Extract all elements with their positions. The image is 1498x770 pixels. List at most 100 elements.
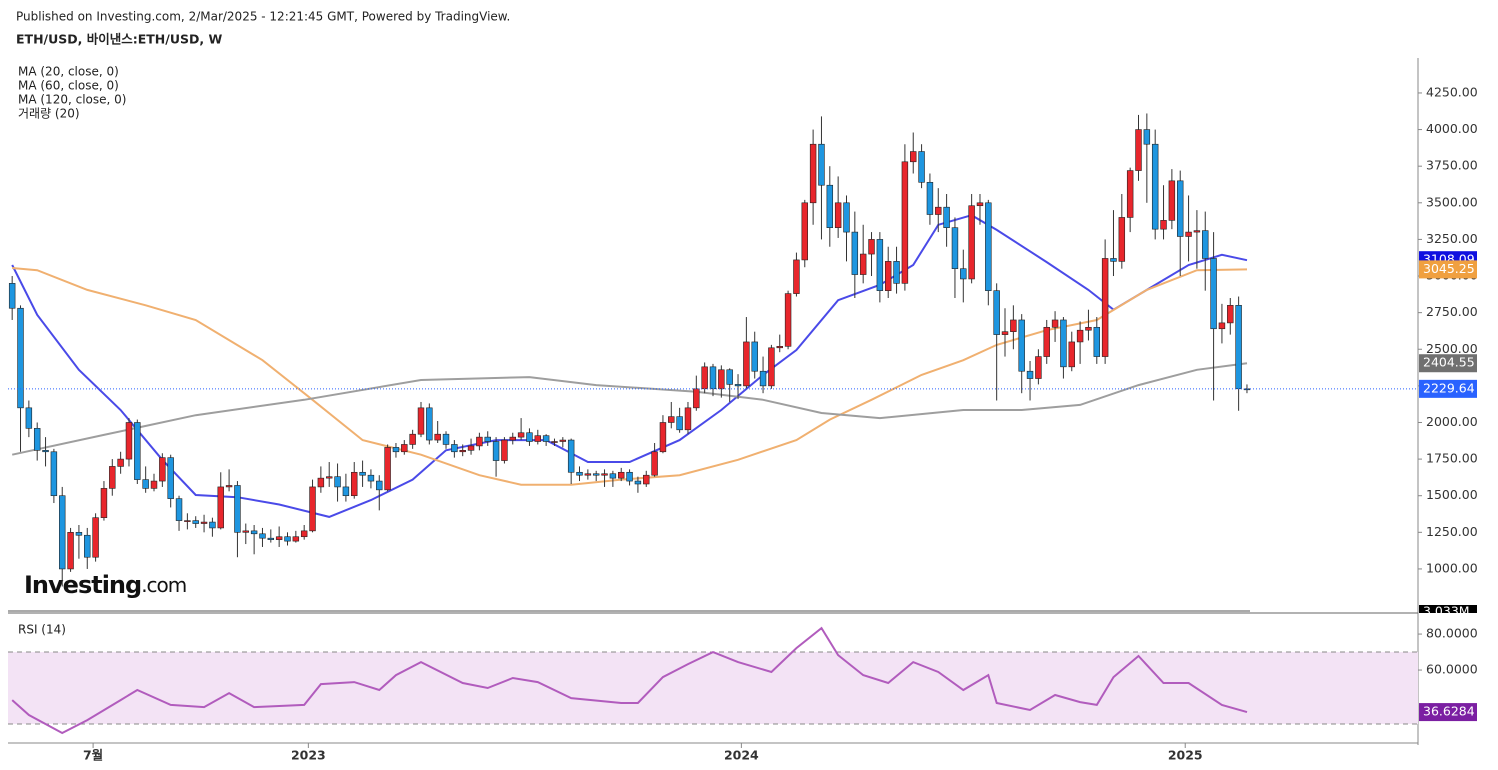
candle-body — [509, 436, 516, 441]
candle-body — [818, 143, 825, 186]
y-tick-label: 3750.00 — [1426, 158, 1478, 173]
candle-body — [793, 259, 800, 294]
candle-body — [1151, 143, 1159, 230]
y-tick-label: 1750.00 — [1426, 451, 1478, 466]
candle-body — [668, 416, 675, 423]
candle-body — [342, 486, 350, 497]
candle-body — [92, 517, 99, 558]
candle-body — [609, 473, 617, 479]
candle-body — [17, 307, 24, 409]
candle-body — [851, 231, 859, 275]
candle-body — [868, 239, 875, 255]
candle-body — [659, 422, 667, 453]
candle-body — [417, 407, 425, 435]
candle-body — [1126, 170, 1134, 218]
candle-body — [734, 384, 742, 387]
rsi-value-label-box — [1419, 703, 1477, 722]
candle-body — [25, 407, 33, 429]
candle-body — [175, 498, 183, 521]
published-note: Published on Investing.com, 2/Mar/2025 -… — [16, 10, 510, 24]
candle-body — [651, 451, 658, 476]
candle-body — [75, 532, 83, 536]
candle-body — [743, 341, 750, 387]
candle-body — [1160, 220, 1167, 230]
candle-body — [968, 205, 975, 280]
candle-body — [542, 435, 550, 442]
candle-body — [409, 433, 416, 445]
candle-body — [826, 184, 834, 228]
candle-body — [551, 441, 558, 443]
candle-body — [309, 486, 316, 532]
candle-body — [1043, 326, 1050, 357]
ma-value-label-box — [1419, 354, 1477, 373]
candle-body — [476, 436, 483, 447]
candle-body — [534, 435, 542, 442]
candle-body — [910, 151, 917, 163]
candle-body — [334, 476, 341, 488]
candle-body — [8, 283, 16, 309]
legend-ma60: MA (60, close, 0) — [18, 79, 119, 93]
candle-body — [1210, 258, 1217, 330]
y-tick-label: 60.0000 — [1426, 662, 1478, 677]
candle-body — [167, 457, 174, 499]
candle-body — [150, 480, 158, 489]
volume-label: 3.033M — [1423, 604, 1470, 619]
candle-body — [1218, 322, 1226, 330]
candle-body — [250, 530, 258, 535]
candle-body — [1101, 258, 1109, 357]
candle-body — [67, 532, 74, 570]
candle-body — [1085, 326, 1092, 331]
candle-body — [234, 485, 241, 533]
price-pane — [8, 113, 1251, 587]
candle-body — [50, 451, 58, 497]
candle-body — [1110, 258, 1117, 262]
candle-body — [684, 407, 692, 431]
candle-body — [259, 533, 266, 539]
candle-body — [401, 444, 408, 453]
y-tick-label: 80.0000 — [1426, 626, 1478, 641]
rsi-title: RSI (14) — [18, 623, 66, 637]
y-tick-label: 4250.00 — [1426, 84, 1478, 99]
candle-body — [1051, 319, 1059, 328]
candle-body — [109, 466, 116, 489]
y-tick-label: 1000.00 — [1426, 560, 1478, 575]
y-tick-label: 1250.00 — [1426, 524, 1478, 539]
candle-body — [526, 432, 533, 442]
candle-body — [225, 485, 233, 488]
candle-body — [501, 439, 508, 461]
candle-body — [492, 441, 500, 461]
candle-body — [292, 536, 300, 542]
candle-body — [876, 239, 884, 291]
candle-body — [901, 161, 909, 284]
x-tick-label: 2025 — [1168, 748, 1203, 763]
candle-body — [918, 151, 925, 183]
candle-body — [926, 181, 934, 215]
candle-body — [993, 290, 1000, 335]
candle-body — [801, 202, 808, 261]
candle-body — [618, 471, 625, 479]
volume-label-box — [1419, 605, 1477, 613]
candle-body — [459, 450, 466, 453]
line — [11, 626, 1248, 735]
candle-body — [834, 202, 842, 228]
candle-body — [576, 471, 583, 476]
candle-body — [1076, 329, 1084, 343]
candle-body — [134, 422, 141, 480]
logo-suffix: .com — [141, 573, 186, 597]
candle-body — [1193, 230, 1201, 233]
candle-body — [325, 476, 333, 479]
candle-body — [392, 447, 400, 453]
line — [11, 214, 1248, 518]
candle-body — [759, 370, 767, 387]
candle-body — [267, 537, 275, 540]
y-tick-label: 2000.00 — [1426, 414, 1478, 429]
x-tick-label: 2024 — [724, 748, 759, 763]
legend-volume: 거래량 (20) — [18, 107, 80, 121]
candle-body — [943, 206, 950, 228]
rsi-pane — [8, 626, 1418, 735]
last-price-label: 2229.64 — [1423, 380, 1475, 395]
candle-body — [626, 471, 633, 482]
candle-body — [275, 536, 283, 540]
candle-body — [467, 445, 475, 451]
